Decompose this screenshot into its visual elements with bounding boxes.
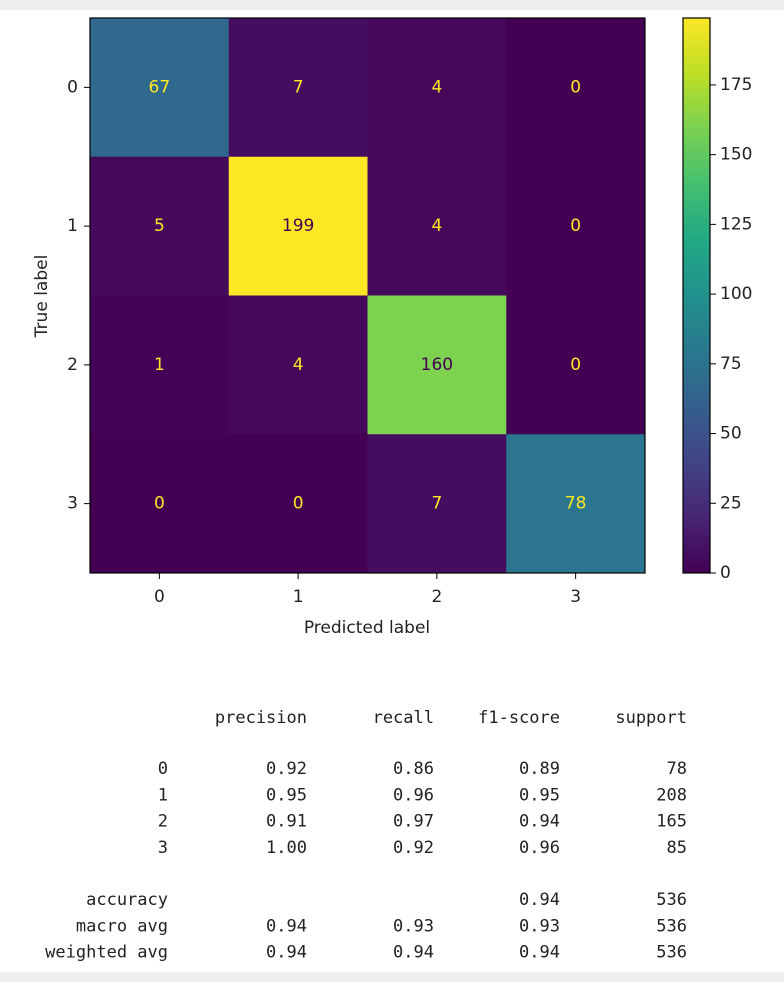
report-cell: 0.91 — [266, 812, 307, 832]
cell-label: 7 — [431, 494, 442, 514]
x-tick-label: 2 — [431, 587, 442, 607]
report-cell: 0.89 — [519, 759, 560, 779]
report-cell: 0.97 — [393, 812, 434, 832]
report-cell: 78 — [667, 759, 687, 779]
colorbar-tick-label: 100 — [720, 284, 752, 304]
report-row-label: 3 — [158, 838, 168, 858]
report-cell: 0.92 — [266, 759, 307, 779]
cell — [506, 434, 646, 574]
report-cell: 85 — [667, 838, 687, 858]
cell-label: 1 — [154, 355, 165, 375]
report-header: recall — [373, 708, 434, 728]
bottom-bar — [0, 972, 784, 982]
report-cell: 536 — [656, 890, 687, 910]
cell — [90, 18, 230, 158]
y-tick-label: 0 — [67, 77, 78, 97]
cell — [367, 18, 507, 158]
colorbar-tick-label: 50 — [720, 424, 742, 444]
report-cell: 0.93 — [519, 916, 560, 936]
cell — [367, 295, 507, 435]
cell — [367, 156, 507, 296]
report-cell: 0.92 — [393, 838, 434, 858]
report-row-label: 2 — [158, 812, 168, 832]
report-cell: 0.94 — [266, 916, 307, 936]
colorbar-tick-label: 125 — [720, 214, 752, 234]
cell-label: 67 — [149, 77, 171, 97]
cell-label: 160 — [421, 355, 453, 375]
report-cell: 0.93 — [393, 916, 434, 936]
cell-label: 0 — [570, 216, 581, 236]
report-cell: 0.94 — [266, 943, 307, 963]
cell — [506, 18, 646, 158]
cell-label: 4 — [431, 77, 442, 97]
cell — [228, 295, 368, 435]
cell-label: 0 — [293, 494, 304, 514]
report-cell: 536 — [656, 943, 687, 963]
y-axis-label: True label — [32, 255, 52, 339]
report-cell: 0.95 — [519, 785, 560, 805]
y-tick-label: 2 — [67, 355, 78, 375]
colorbar — [682, 17, 711, 574]
report-cell: 1.00 — [266, 838, 307, 858]
cell-label: 0 — [570, 77, 581, 97]
report-row-label: macro avg — [76, 916, 168, 936]
x-tick-label: 0 — [154, 587, 165, 607]
report-cell: 536 — [656, 916, 687, 936]
cell — [228, 434, 368, 574]
report-cell: 0.96 — [519, 838, 560, 858]
report-header: precision — [215, 708, 307, 728]
colorbar-tick-label: 150 — [720, 145, 752, 165]
report-row-label: accuracy — [86, 890, 168, 910]
y-tick-label: 1 — [67, 216, 78, 236]
colorbar-tick-label: 75 — [720, 354, 742, 374]
report-cell: 0.94 — [393, 943, 434, 963]
cell — [367, 434, 507, 574]
cell-label: 78 — [565, 494, 587, 514]
cell-label: 0 — [154, 494, 165, 514]
cell-label: 4 — [431, 216, 442, 236]
cell — [228, 156, 368, 296]
report-cell: 0.86 — [393, 759, 434, 779]
report-cell: 0.94 — [519, 943, 560, 963]
cell — [506, 295, 646, 435]
colorbar-tick-label: 0 — [720, 563, 731, 583]
cell-label: 5 — [154, 216, 165, 236]
cell — [90, 156, 230, 296]
cell — [506, 156, 646, 296]
top-bar — [0, 0, 784, 10]
cell-label: 7 — [293, 77, 304, 97]
cell — [90, 434, 230, 574]
y-tick-label: 3 — [67, 494, 78, 514]
cell-label: 0 — [570, 355, 581, 375]
colorbar-tick-label: 25 — [720, 493, 742, 513]
report-row-label: 1 — [158, 785, 168, 805]
report-header: support — [615, 708, 687, 728]
report-cell: 165 — [656, 812, 687, 832]
report-cell: 0.96 — [393, 785, 434, 805]
x-tick-label: 1 — [293, 587, 304, 607]
report-cell: 0.95 — [266, 785, 307, 805]
report-cell: 0.94 — [519, 812, 560, 832]
cell — [228, 18, 368, 158]
report-row-label: 0 — [158, 759, 168, 779]
cell-label: 4 — [293, 355, 304, 375]
x-tick-label: 3 — [570, 587, 581, 607]
cell-label: 199 — [282, 216, 314, 236]
plot-frame — [89, 17, 646, 574]
x-axis-label: Predicted label — [304, 618, 430, 638]
colorbar-tick-label: 175 — [720, 75, 752, 95]
report-header: f1-score — [478, 708, 560, 728]
report-cell: 208 — [656, 785, 687, 805]
report-cell: 0.94 — [519, 890, 560, 910]
cell — [90, 295, 230, 435]
report-row-label: weighted avg — [45, 943, 168, 963]
